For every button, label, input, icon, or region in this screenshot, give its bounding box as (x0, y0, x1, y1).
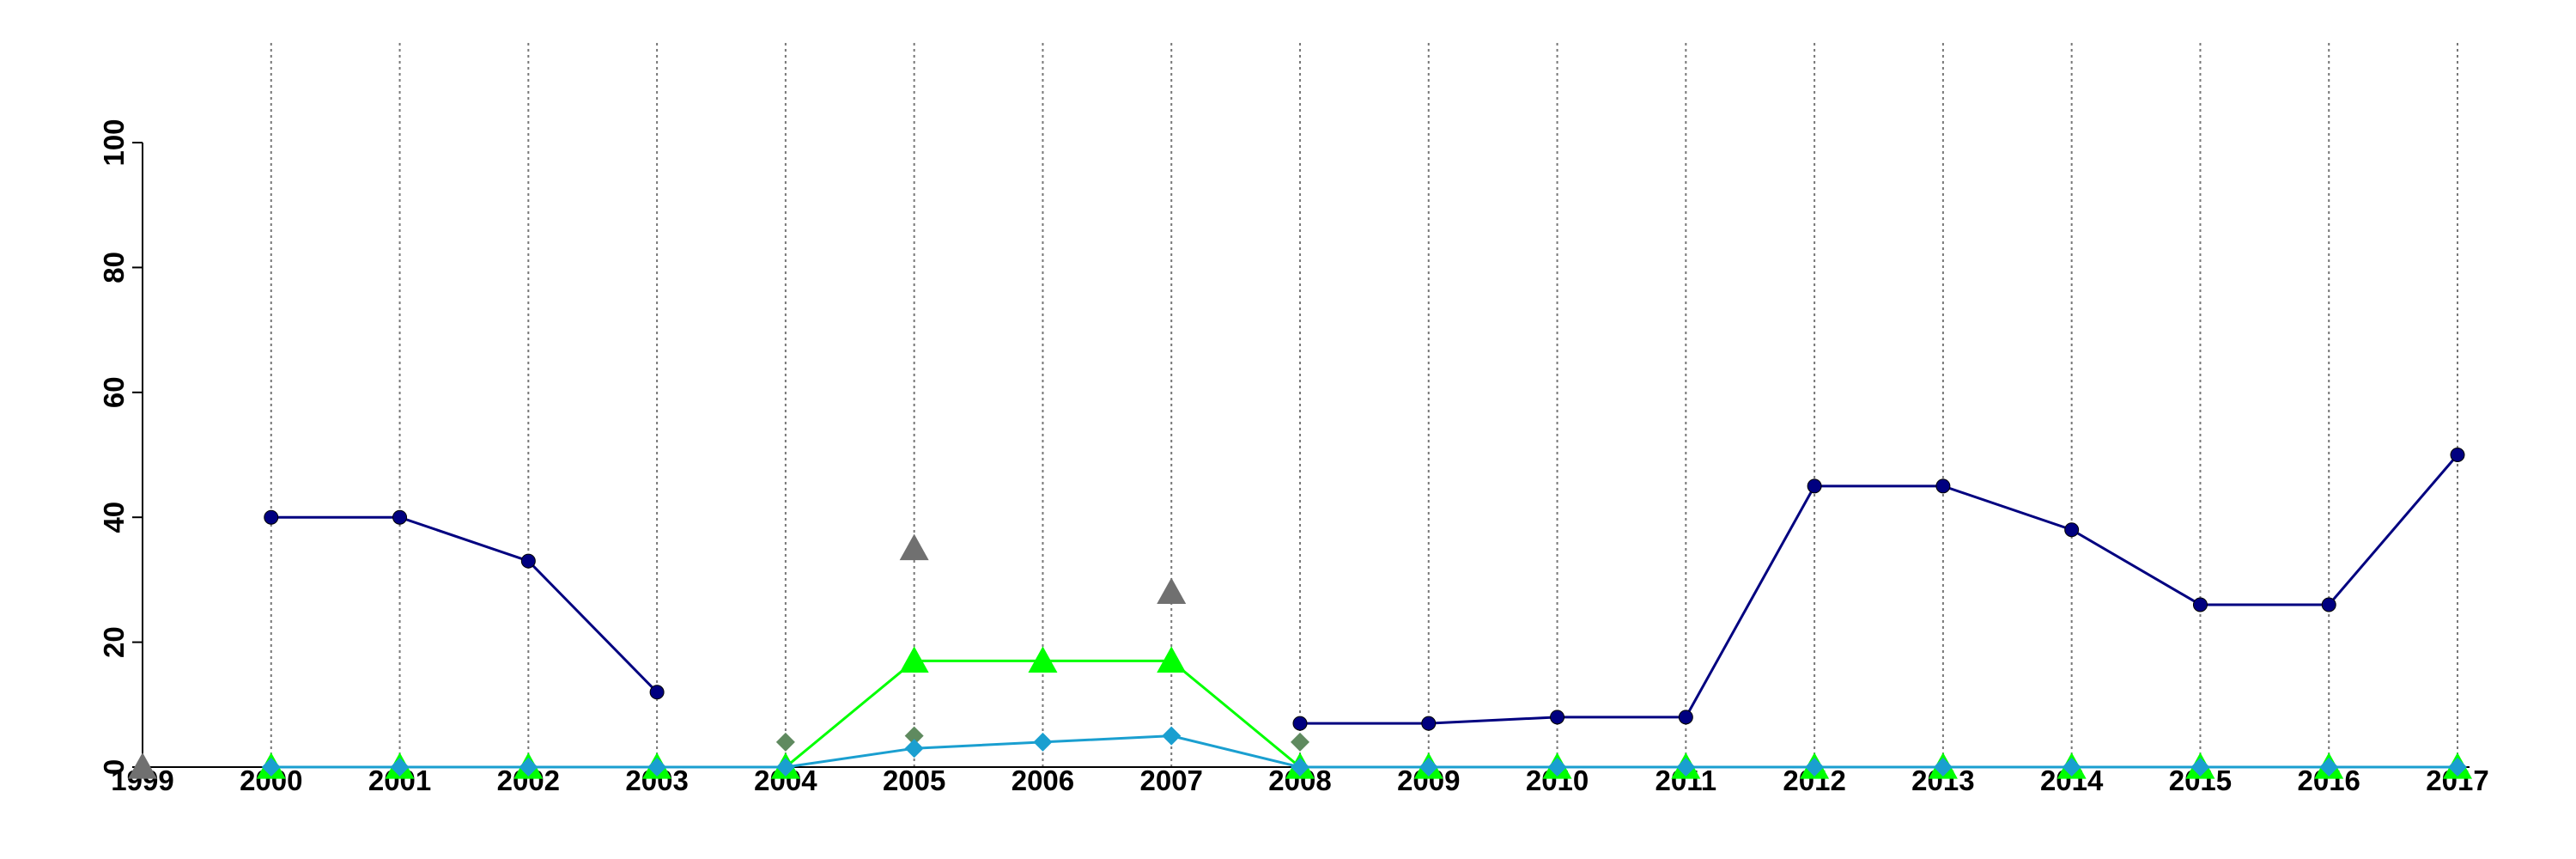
point (649, 685, 665, 700)
point (1547, 758, 1567, 777)
y-tick-label: 0 (98, 759, 130, 775)
point (899, 646, 929, 673)
point (1292, 716, 1308, 731)
point (264, 509, 279, 525)
y-tick-label: 60 (98, 376, 130, 408)
point (1157, 646, 1187, 673)
point (647, 758, 667, 777)
point (1933, 758, 1953, 777)
y-tick-label: 20 (98, 626, 130, 658)
point (2192, 597, 2208, 612)
point (519, 758, 538, 777)
point (261, 758, 281, 777)
point (2319, 758, 2339, 777)
point (1033, 732, 1053, 752)
point (775, 732, 795, 752)
point (2062, 758, 2081, 777)
point (1419, 758, 1438, 777)
point (2450, 448, 2465, 462)
point (1805, 758, 1825, 777)
point (2190, 758, 2210, 777)
point (392, 509, 408, 525)
y-tick-label: 40 (98, 502, 130, 533)
point (2064, 522, 2080, 538)
point (775, 758, 795, 777)
point (1028, 646, 1058, 673)
point (2321, 597, 2336, 612)
point (128, 752, 157, 779)
x-tick-label: 2007 (1140, 765, 1203, 796)
point (1935, 478, 1951, 494)
series-line (270, 734, 2458, 769)
point (1676, 758, 1696, 777)
point (1550, 710, 1565, 725)
y-tick-label: 80 (98, 252, 130, 283)
point (1807, 478, 1822, 494)
point (390, 758, 410, 777)
y-tick-label: 100 (98, 119, 130, 166)
point (1421, 716, 1437, 731)
point (520, 553, 536, 569)
point (1291, 758, 1309, 777)
point (2448, 758, 2467, 777)
point (899, 533, 929, 561)
point (1291, 732, 1309, 752)
point (1157, 577, 1187, 605)
point (1162, 726, 1182, 746)
point (904, 739, 924, 758)
series-line (270, 659, 2458, 769)
point (904, 726, 924, 746)
x-tick-label: 2006 (1012, 765, 1074, 796)
series-line (270, 454, 2459, 725)
x-tick-label: 2005 (883, 765, 945, 796)
point (1678, 710, 1693, 725)
